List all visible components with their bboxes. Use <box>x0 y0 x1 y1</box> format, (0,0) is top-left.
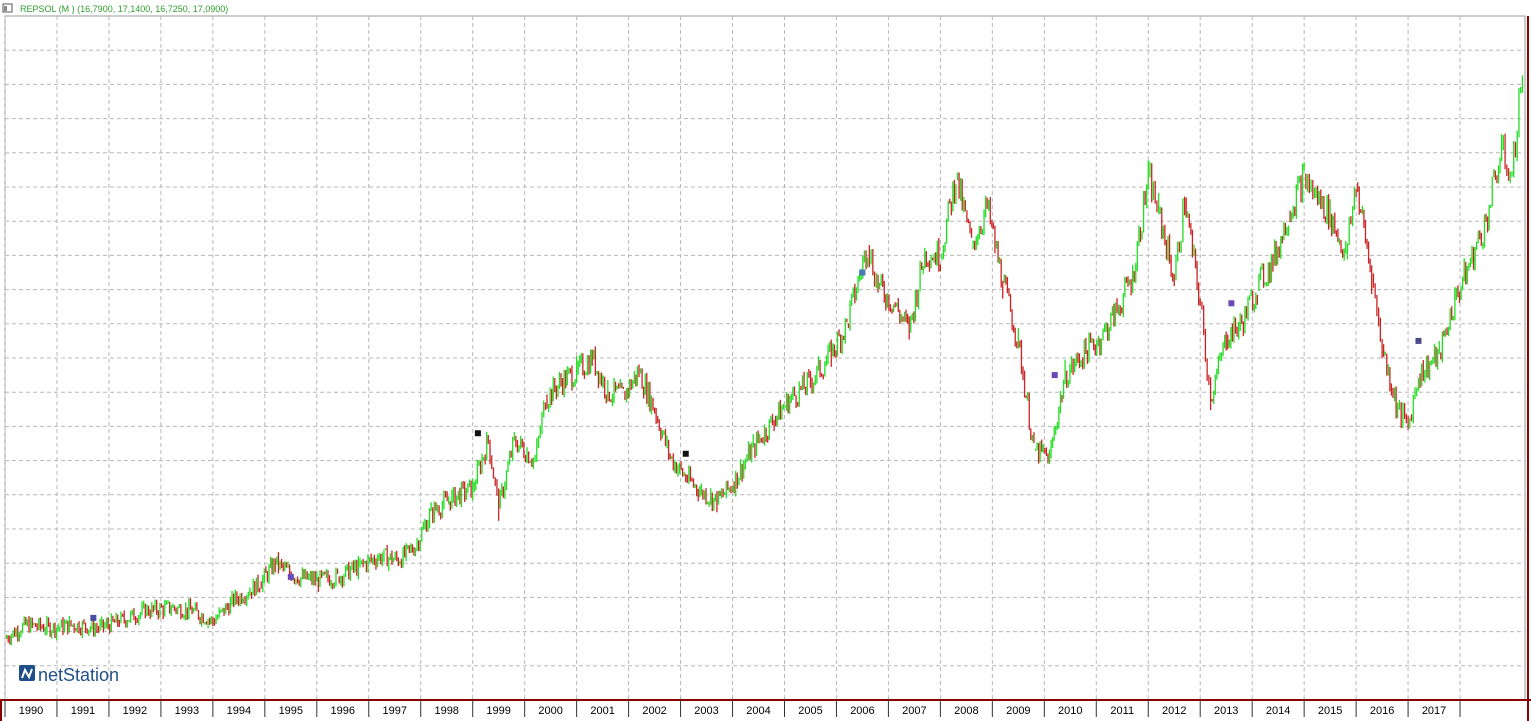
x-tick-label: 2008 <box>954 705 978 717</box>
x-tick-label: 2012 <box>1162 705 1186 717</box>
x-tick-label: 1994 <box>227 705 251 717</box>
event-marker <box>682 450 689 457</box>
x-tick-label: 2005 <box>798 705 822 717</box>
x-tick-label: 2015 <box>1318 705 1342 717</box>
event-marker <box>1228 300 1235 307</box>
window-icon[interactable] <box>2 3 13 13</box>
x-tick-label: 1991 <box>71 705 95 717</box>
x-tick-label: 1996 <box>331 705 355 717</box>
x-tick-label: 2011 <box>1110 705 1134 717</box>
event-marker <box>859 269 866 276</box>
x-axis-ticks: 1990 1991 1992 1993 1994 1995 1996 1997 1998 1999… <box>4 700 1461 717</box>
event-markers <box>90 269 1422 621</box>
x-tick-label: 2016 <box>1370 705 1394 717</box>
x-tick-label: 2007 <box>902 705 926 717</box>
netstation-logo: netStation <box>19 665 119 685</box>
x-tick-label: 2001 <box>590 705 614 717</box>
event-marker <box>90 614 97 621</box>
event-marker <box>474 430 481 437</box>
x-tick-label: 2009 <box>1006 705 1030 717</box>
x-tick-label: 1993 <box>175 705 199 717</box>
x-tick-label: 1995 <box>279 705 303 717</box>
x-tick-label: 1990 <box>19 705 43 717</box>
price-series <box>5 75 1524 646</box>
x-tick-label: 2002 <box>642 705 666 717</box>
x-tick-label: 1998 <box>434 705 458 717</box>
netstation-logo-icon <box>19 665 35 681</box>
x-tick-label: 2017 <box>1422 705 1446 717</box>
event-marker <box>1051 372 1058 379</box>
x-tick-label: 2003 <box>694 705 718 717</box>
event-marker <box>1415 337 1422 344</box>
x-tick-label: 2000 <box>538 705 562 717</box>
x-tick-label: 2013 <box>1214 705 1238 717</box>
x-tick-label: 1992 <box>123 705 147 717</box>
x-tick-label: 1999 <box>486 705 510 717</box>
chart-title: REPSOL (M ) (16,7900, 17,1400, 16,7250, … <box>20 4 228 14</box>
event-marker <box>287 573 294 580</box>
header-bar <box>0 0 1531 16</box>
x-axis-bar <box>5 700 1525 721</box>
x-tick-label: 2006 <box>850 705 874 717</box>
x-tick-label: 2004 <box>746 705 770 717</box>
x-tick-label: 2010 <box>1058 705 1082 717</box>
x-tick-label: 2014 <box>1266 705 1290 717</box>
logo-text: netStation <box>38 665 119 685</box>
x-tick-label: 1997 <box>383 705 407 717</box>
